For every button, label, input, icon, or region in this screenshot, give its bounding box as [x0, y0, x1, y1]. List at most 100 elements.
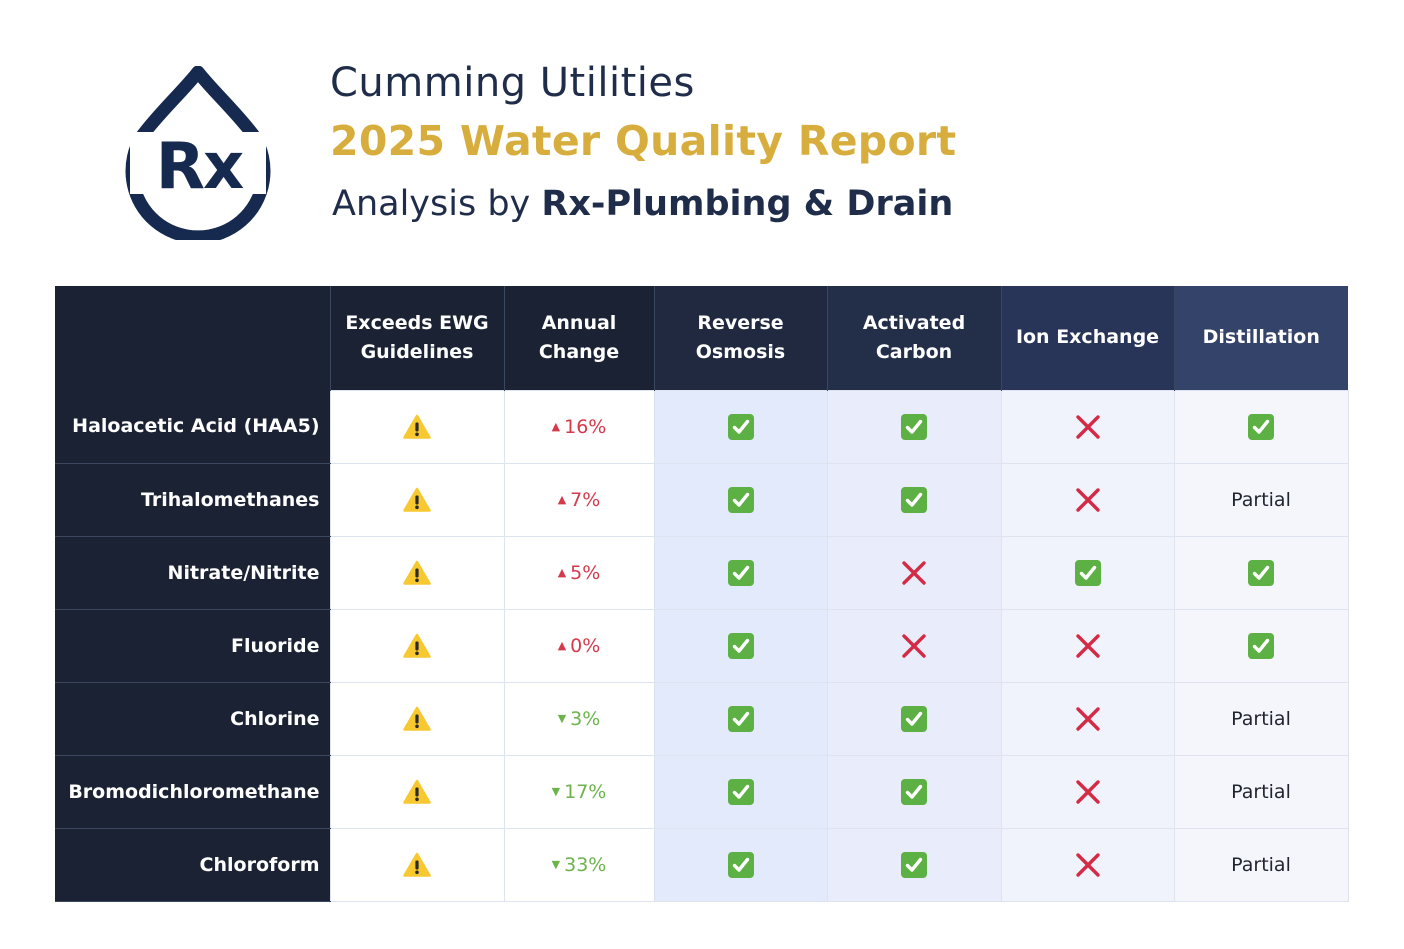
check-icon: [727, 778, 754, 805]
check-icon: [1248, 632, 1274, 659]
report-title: 2025 Water Quality Report: [330, 117, 957, 165]
table-row: Trihalomethanes ▲ 7% Partial: [55, 462, 1349, 537]
exceeds-ewg-cell: [329, 681, 505, 756]
cross-icon: [1075, 414, 1100, 439]
check-icon: [901, 705, 927, 732]
annual-change-cell: ▲ 5%: [503, 535, 655, 610]
dist-cell: [1173, 608, 1349, 683]
table-row: Chlorine ▼ 3% Partial: [55, 681, 1349, 756]
cross-icon: [902, 560, 926, 585]
warning-icon: [403, 560, 431, 585]
ro-cell: [653, 462, 828, 537]
annual-change-cell: ▼ 17%: [503, 754, 655, 829]
contaminant-name: Nitrate/Nitrite: [55, 536, 330, 610]
check-icon: [727, 559, 754, 586]
annual-change-cell: ▲ 16%: [503, 389, 655, 464]
change-percent: 33%: [564, 853, 607, 876]
annual-change-value: ▼ 33%: [552, 854, 607, 876]
ac-cell: [826, 535, 1002, 610]
check-icon: [727, 413, 754, 440]
change-percent: 17%: [564, 780, 607, 803]
table-row: Haloacetic Acid (HAA5) ▲ 16%: [55, 389, 1349, 464]
triangle-down-icon: ▼: [551, 857, 561, 871]
col-header-distillation: Distillation: [1173, 286, 1348, 390]
check-icon: [727, 705, 754, 732]
table-row: Nitrate/Nitrite ▲ 5%: [55, 535, 1349, 610]
report-header: Cumming Utilities 2025 Water Quality Rep…: [330, 58, 956, 228]
dist-cell: [1173, 535, 1349, 610]
triangle-up-icon: ▲: [551, 419, 561, 433]
annual-change-cell: ▼ 3%: [503, 681, 655, 756]
annual-change-cell: ▼ 33%: [503, 827, 655, 902]
dist-cell: Partial: [1173, 462, 1349, 537]
cross-icon: [1075, 633, 1100, 658]
partial-label: Partial: [1231, 707, 1291, 730]
annual-change-value: ▼ 17%: [552, 781, 607, 803]
triangle-up-icon: ▲: [557, 565, 567, 579]
ro-cell: [653, 389, 828, 464]
ac-cell: [826, 462, 1002, 537]
ie-cell: [1000, 608, 1175, 683]
exceeds-ewg-cell: [329, 389, 505, 464]
partial-label: Partial: [1231, 780, 1291, 803]
triangle-up-icon: ▲: [557, 492, 567, 506]
check-icon: [901, 778, 927, 805]
dist-cell: Partial: [1173, 754, 1349, 829]
contaminant-name: Trihalomethanes: [55, 463, 330, 537]
check-icon: [901, 851, 927, 878]
col-header-activated-carbon: Activated Carbon: [826, 286, 1001, 390]
partial-label: Partial: [1231, 488, 1291, 511]
annual-change-cell: ▲ 0%: [503, 608, 655, 683]
exceeds-ewg-cell: [329, 462, 505, 537]
rx-logo: Rx: [125, 66, 271, 240]
ac-cell: [826, 681, 1002, 756]
change-percent: 7%: [570, 488, 601, 511]
check-icon: [727, 851, 754, 878]
annual-change-value: ▲ 16%: [552, 416, 607, 438]
warning-icon: [403, 706, 431, 731]
ie-cell: [1000, 827, 1175, 902]
table-row: Bromodichloromethane ▼ 17% Partial: [55, 754, 1349, 829]
annual-change-cell: ▲ 7%: [503, 462, 655, 537]
ac-cell: [826, 389, 1002, 464]
warning-icon: [403, 852, 431, 877]
ro-cell: [653, 535, 828, 610]
ie-cell: [1000, 389, 1175, 464]
table-row: Fluoride ▲ 0%: [55, 608, 1349, 683]
contaminant-name: Bromodichloromethane: [55, 755, 330, 829]
ie-cell: [1000, 462, 1175, 537]
ie-cell: [1000, 535, 1175, 610]
annual-change-value: ▼ 3%: [558, 708, 601, 730]
water-quality-table: Exceeds EWG Guidelines Annual Change Rev…: [55, 286, 1349, 902]
table-row: Chloroform ▼ 33% Partial: [55, 827, 1349, 902]
warning-icon: [403, 487, 431, 512]
analysis-prefix: Analysis by: [332, 184, 542, 224]
logo-text: Rx: [156, 130, 244, 204]
annual-change-value: ▲ 5%: [558, 562, 601, 584]
check-icon: [727, 632, 754, 659]
cross-icon: [1075, 487, 1100, 512]
annual-change-value: ▲ 0%: [558, 635, 601, 657]
col-header-reverse-osmosis: Reverse Osmosis: [653, 286, 827, 390]
contaminant-name: Haloacetic Acid (HAA5): [55, 390, 330, 464]
cross-icon: [1075, 779, 1100, 804]
cross-icon: [1075, 852, 1100, 877]
check-icon: [1248, 413, 1274, 440]
check-icon: [727, 486, 754, 513]
col-header-ion-exchange: Ion Exchange: [1000, 286, 1174, 390]
ac-cell: [826, 608, 1002, 683]
ac-cell: [826, 827, 1002, 902]
exceeds-ewg-cell: [329, 827, 505, 902]
table-header-row: Exceeds EWG Guidelines Annual Change Rev…: [55, 286, 1348, 390]
analysis-credit: Analysis by Rx-Plumbing & Drain: [332, 180, 956, 228]
cross-icon: [902, 633, 926, 658]
dist-cell: Partial: [1173, 827, 1349, 902]
triangle-down-icon: ▼: [557, 711, 567, 725]
ro-cell: [653, 681, 828, 756]
exceeds-ewg-cell: [329, 608, 505, 683]
triangle-up-icon: ▲: [557, 638, 567, 652]
change-percent: 16%: [564, 415, 607, 438]
analysis-brand: Rx-Plumbing & Drain: [541, 184, 954, 224]
warning-icon: [403, 633, 431, 658]
col-header-exceeds-ewg: Exceeds EWG Guidelines: [329, 286, 504, 390]
